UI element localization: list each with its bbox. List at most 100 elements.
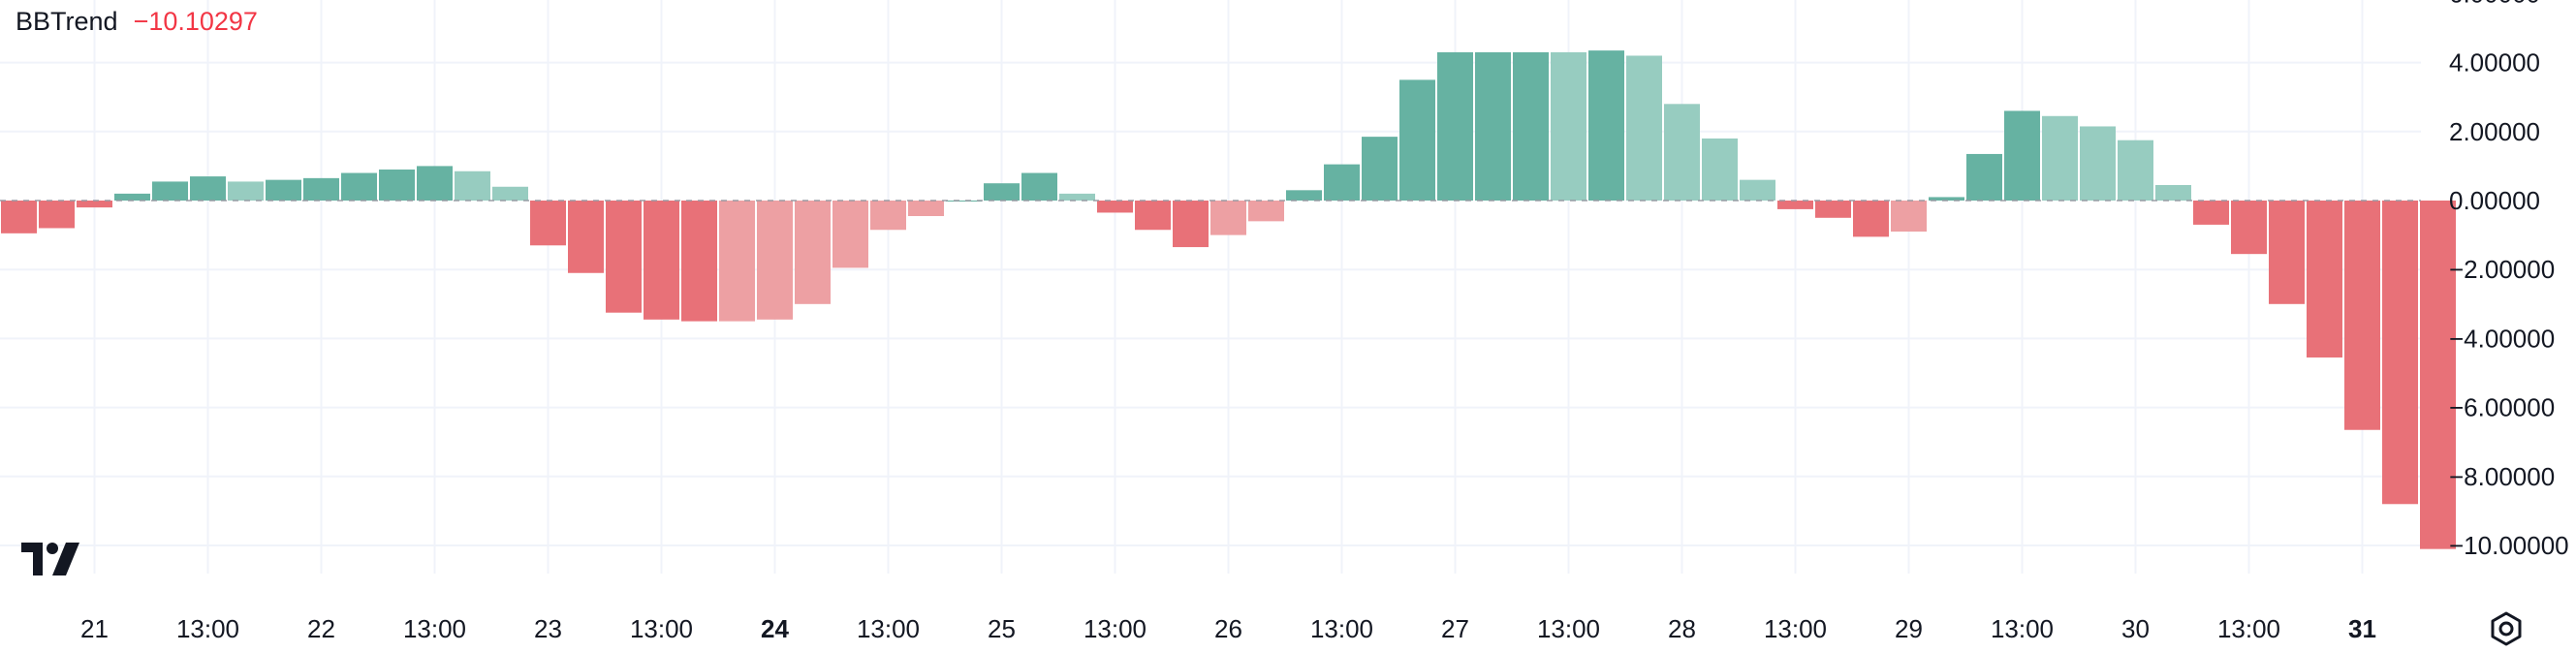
price-axis-label: 2.00000: [2449, 117, 2540, 146]
histogram-bar: [455, 171, 490, 201]
price-axis-label: −6.00000: [2449, 393, 2555, 422]
histogram-bar: [681, 201, 717, 322]
histogram-bar: [2231, 201, 2267, 255]
price-axis[interactable]: −10.00000 −8.00000 −6.00000 −4.00000 −2.0000…: [2449, 0, 2569, 560]
histogram-bar: [1702, 138, 1738, 201]
histogram-bar: [2155, 184, 2191, 201]
histogram-bar: [190, 176, 226, 201]
histogram-bar: [1399, 79, 1435, 201]
histogram-bar: [1929, 197, 1964, 201]
histogram-bar: [1173, 201, 1209, 248]
time-axis-label: 13:00: [630, 614, 693, 643]
histogram-bar: [1891, 201, 1927, 233]
time-axis-label: 31: [2348, 614, 2376, 643]
histogram-bar: [2420, 201, 2456, 549]
histogram-bar: [379, 169, 415, 201]
time-axis-label: 25: [988, 614, 1016, 643]
histogram-bar: [2118, 140, 2153, 201]
histogram-bar: [832, 201, 868, 268]
histogram-bar: [77, 201, 112, 208]
histogram-bar: [1777, 201, 1813, 209]
time-axis-label: 22: [307, 614, 335, 643]
histogram-bar: [1853, 201, 1889, 237]
indicator-name[interactable]: BBTrend: [16, 7, 118, 36]
histogram-bar: [1626, 55, 1662, 202]
time-axis-label: 30: [2121, 614, 2150, 643]
histogram-bar: [1286, 190, 1322, 201]
histogram-bar: [1437, 51, 1473, 201]
histogram-bar: [1475, 51, 1511, 201]
histogram-bar: [1210, 201, 1246, 235]
histogram-bar: [946, 201, 982, 202]
histogram-bar: [2080, 126, 2116, 201]
histogram-bar: [719, 201, 755, 322]
time-axis-label: 26: [1214, 614, 1242, 643]
histogram-bar: [492, 186, 528, 201]
histogram-bar: [1362, 137, 1398, 201]
histogram-bar: [1966, 153, 2002, 201]
histogram-bar: [870, 201, 906, 231]
histogram-bar: [152, 181, 188, 201]
histogram-bar: [114, 193, 150, 201]
time-axis-label: 13:00: [2217, 614, 2280, 643]
histogram-bar: [266, 179, 301, 201]
settings-icon[interactable]: [2487, 609, 2526, 648]
histogram-bar: [1324, 164, 1360, 201]
histogram-bar: [1097, 201, 1133, 213]
histogram-bar: [1740, 179, 1775, 201]
histogram-bar: [1021, 172, 1057, 201]
histogram-bar: [2269, 201, 2305, 304]
histogram-bar: [908, 201, 944, 217]
histogram-bar: [2042, 115, 2078, 201]
histogram-bar: [1588, 50, 1624, 201]
histogram-bar: [1, 201, 37, 233]
time-axis-label: 24: [761, 614, 789, 643]
price-axis-label: −4.00000: [2449, 324, 2555, 353]
histogram-bar: [1664, 104, 1700, 201]
price-axis-label: −2.00000: [2449, 255, 2555, 284]
histogram-bar: [417, 166, 453, 201]
time-axis-label: 13:00: [857, 614, 920, 643]
histogram-bar: [606, 201, 642, 313]
histogram-bar: [568, 201, 604, 273]
time-axis-label: 28: [1668, 614, 1696, 643]
histogram-bar: [2307, 201, 2342, 358]
indicator-legend[interactable]: BBTrend −10.10297: [16, 4, 258, 39]
histogram-bar: [1248, 201, 1284, 222]
time-axis-label: 13:00: [1310, 614, 1373, 643]
histogram-bar: [2344, 201, 2380, 430]
histogram-bar: [1815, 201, 1851, 218]
histogram-bar: [303, 177, 339, 201]
histogram-bar: [757, 201, 793, 320]
histogram-bar: [1513, 51, 1549, 201]
price-axis-label: −10.00000: [2449, 531, 2569, 560]
time-axis-label: 29: [1895, 614, 1923, 643]
histogram-bar: [530, 201, 566, 246]
time-axis[interactable]: 21 13:00 22 13:00 23 13:00 24 13:00 25 13:00 26 13:…: [80, 614, 2376, 643]
time-axis-label: 13:00: [1084, 614, 1147, 643]
histogram-bar: [2004, 110, 2040, 201]
histogram-bars: [1, 50, 2456, 549]
histogram-bar: [39, 201, 75, 229]
time-axis-label: 13:00: [1764, 614, 1827, 643]
price-axis-label: 0.00000: [2449, 186, 2540, 215]
histogram-bar: [2193, 201, 2229, 225]
grid-lines: [0, 0, 2421, 574]
price-axis-label: −8.00000: [2449, 462, 2555, 491]
histogram-bar: [1059, 193, 1095, 201]
histogram-bar: [1551, 51, 1586, 201]
time-axis-label: 13:00: [403, 614, 466, 643]
time-axis-label: 13:00: [176, 614, 239, 643]
time-axis-label: 23: [534, 614, 562, 643]
indicator-value: −10.10297: [133, 7, 258, 36]
histogram-bar: [984, 183, 1020, 201]
tradingview-logo-icon[interactable]: [19, 539, 83, 577]
histogram-bar: [228, 181, 264, 201]
histogram-bar: [795, 201, 831, 304]
time-axis-label: 27: [1441, 614, 1469, 643]
price-axis-label: 4.00000: [2449, 48, 2540, 78]
time-axis-label: 13:00: [1991, 614, 2054, 643]
time-axis-label: 21: [80, 614, 109, 643]
time-axis-label: 13:00: [1537, 614, 1600, 643]
